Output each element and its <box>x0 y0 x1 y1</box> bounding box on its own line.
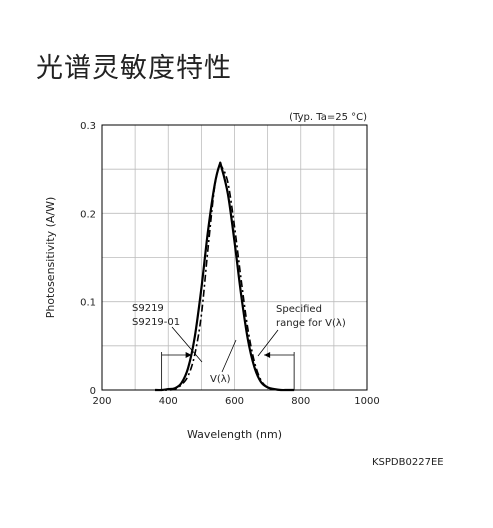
series-lines <box>154 161 295 392</box>
figure-code: KSPDB0227EE <box>372 457 444 468</box>
page-heading: 光谱灵敏度特性 <box>36 53 232 84</box>
series-line-s9219 <box>154 161 295 392</box>
specified-range-label-line1: Specified <box>276 304 322 315</box>
x-tick-label: 600 <box>225 396 244 407</box>
x-tick-label: 800 <box>291 396 310 407</box>
y-tick-label: 0.3 <box>80 121 96 132</box>
y-axis-label: Photosensitivity (A/W) <box>44 197 57 319</box>
vlambda-label: V(λ) <box>210 374 231 385</box>
grid-lines <box>102 125 367 390</box>
leader-specified <box>257 329 279 357</box>
plot-frame <box>101 124 368 391</box>
device-label-s9219-01: S9219-01 <box>132 317 180 328</box>
y-tick-label: 0 <box>90 386 96 397</box>
leader-vlambda <box>221 339 237 373</box>
condition-label: (Typ. Ta=25 °C) <box>289 112 367 123</box>
leader-device <box>171 326 203 363</box>
specified-range-markers <box>161 352 295 390</box>
x-tick-label: 1000 <box>354 396 379 407</box>
series-line-vlambda <box>155 161 295 391</box>
x-axis-label: Wavelength (nm) <box>187 428 282 441</box>
x-tick-label: 400 <box>159 396 178 407</box>
device-label-s9219: S9219 <box>132 303 164 314</box>
range-arrow-right-head <box>264 352 271 358</box>
y-tick-label: 0.2 <box>80 209 96 220</box>
specified-range-label-line2: range for V(λ) <box>276 318 346 329</box>
y-tick-label: 0.1 <box>80 298 96 309</box>
tick-labels: 200 400 600 800 1000 0 0.1 0.2 0.3 <box>80 121 380 407</box>
annotation-leader-lines <box>171 326 279 373</box>
x-tick-label: 200 <box>92 396 111 407</box>
range-arrow-left-head <box>185 352 192 358</box>
